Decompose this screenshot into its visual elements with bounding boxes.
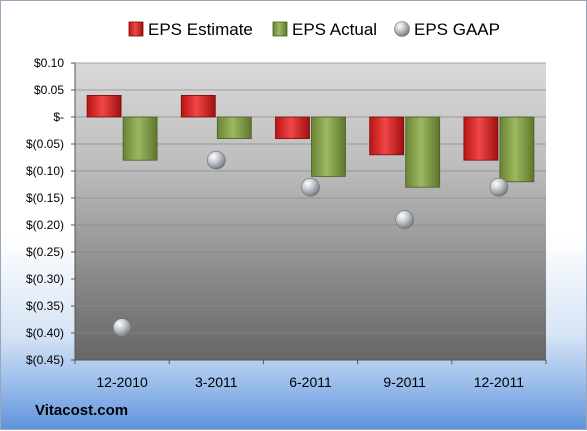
eps-gaap-point [489, 177, 509, 197]
eps-estimate-bar [180, 95, 216, 118]
eps-estimate-bar [369, 116, 405, 156]
gaap-points [112, 150, 509, 337]
eps-actual-bar [122, 116, 158, 161]
legend-swatch-actual [272, 21, 288, 37]
plot-area [75, 63, 546, 360]
legend-item: EPS Actual [272, 20, 377, 39]
eps-actual-bar [216, 116, 252, 140]
legend-item: EPS Estimate [128, 20, 253, 39]
legend-swatch-gaap [394, 21, 410, 37]
y-tick-label: $(0.20) [26, 218, 64, 232]
legend-label: EPS Estimate [148, 20, 253, 39]
x-tick-label: 9-2011 [383, 374, 426, 390]
eps-gaap-point [395, 210, 415, 229]
y-tick-label: $(0.15) [26, 191, 64, 205]
y-tick-label: $(0.10) [26, 164, 64, 178]
y-tick-label: $(0.40) [26, 326, 64, 340]
legend: EPS Estimate EPS Actual EPS GAAP [128, 20, 500, 39]
eps-actual-bar [499, 116, 535, 183]
eps-estimate-bar [275, 116, 310, 140]
y-tick-label: $0.10 [34, 56, 64, 70]
eps-estimate-bar [86, 95, 122, 118]
bars [86, 95, 535, 188]
y-tick-label: $(0.05) [26, 137, 64, 151]
y-tick-label: $(0.35) [26, 299, 64, 313]
eps-actual-bar [311, 116, 346, 177]
eps-estimate-bar [463, 116, 499, 161]
eps-gaap-point [112, 318, 132, 337]
legend-item: EPS GAAP [394, 20, 500, 39]
y-tick-label: $(0.30) [26, 272, 64, 286]
source-watermark: Vitacost.com [35, 402, 129, 419]
x-tick-label: 12-2011 [474, 374, 525, 390]
y-tick-label: $(0.25) [26, 245, 64, 259]
eps-gaap-point [301, 177, 320, 197]
legend-label: EPS Actual [292, 20, 377, 39]
x-tick-label: 6-2011 [289, 374, 332, 390]
legend-swatch-estimate [128, 21, 144, 37]
eps-gaap-point [207, 150, 226, 170]
eps-actual-bar [405, 116, 441, 188]
x-tick-label: 12-2010 [96, 374, 148, 390]
y-tick-label: $- [53, 110, 64, 124]
y-tick-label: $(0.45) [26, 353, 64, 367]
x-axis: 12-2010 3-2011 6-2011 9-2011 12-2011 [74, 359, 547, 390]
x-tick-label: 3-2011 [195, 374, 238, 390]
y-tick-label: $0.05 [34, 83, 64, 97]
legend-label: EPS GAAP [414, 20, 500, 39]
y-axis: $0.10 $0.05 $- $(0.05) $(0.10) $(0.15) $(0.20)… [26, 56, 76, 367]
